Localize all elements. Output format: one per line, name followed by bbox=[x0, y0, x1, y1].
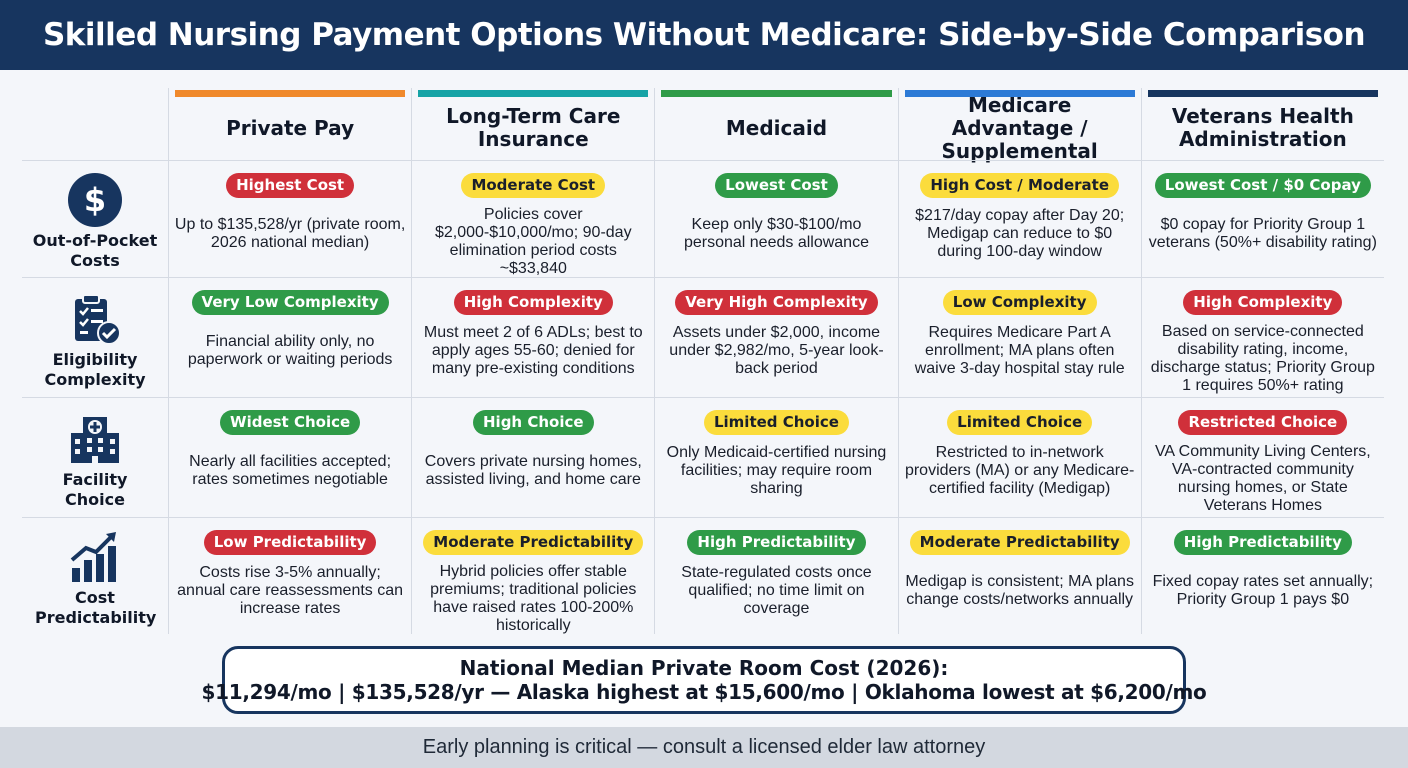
row-header-label: Eligibility Complexity bbox=[44, 349, 146, 389]
column-color-bar bbox=[1147, 90, 1378, 97]
cell-description: Costs rise 3-5% annually; annual care re… bbox=[177, 564, 404, 617]
comparison-table: Private Pay Long-Term Care Insurance Med… bbox=[22, 88, 1384, 634]
cell-description: $0 copay for Priority Group 1 veterans (… bbox=[1148, 216, 1377, 251]
column-header-ltc-insurance: Long-Term Care Insurance bbox=[411, 88, 654, 160]
column-header-veterans: Veterans Health Administration bbox=[1140, 88, 1384, 160]
rating-badge: Restricted Choice bbox=[1178, 410, 1348, 435]
dollar-icon: $ bbox=[66, 171, 124, 229]
rating-badge: High Predictability bbox=[1173, 530, 1352, 555]
page-title: Skilled Nursing Payment Options Without … bbox=[42, 17, 1366, 53]
column-header-label: Medicare Advantage / Supplemental bbox=[941, 92, 1098, 163]
cell-description: Restricted to in-network providers (MA) … bbox=[904, 444, 1135, 497]
hospital-building-icon bbox=[66, 410, 124, 468]
rating-badge: Widest Choice bbox=[220, 410, 361, 435]
rating-badge: Lowest Cost bbox=[715, 173, 838, 198]
table-cell: Highest Cost Up to $135,528/yr (private … bbox=[168, 160, 412, 277]
table-cell: High Predictability Fixed copay rates se… bbox=[1140, 517, 1384, 634]
cell-description: Must meet 2 of 6 ADLs; best to apply age… bbox=[423, 324, 643, 377]
row-header-facility-choice: Facility Choice bbox=[22, 397, 168, 517]
row-header-out-of-pocket: $ Out-of-Pocket Costs bbox=[22, 160, 168, 277]
rating-badge: High Choice bbox=[473, 410, 594, 435]
rating-badge: Low Predictability bbox=[203, 530, 377, 555]
table-cell: Limited Choice Restricted to in-network … bbox=[897, 397, 1141, 517]
table-cell: Low Predictability Costs rise 3-5% annua… bbox=[168, 517, 412, 634]
column-header-label: Private Pay bbox=[226, 115, 355, 140]
corner-cell bbox=[22, 88, 168, 160]
column-color-bar bbox=[661, 90, 892, 97]
cell-description: Medigap is consistent; MA plans change c… bbox=[905, 573, 1134, 608]
footer-banner: Early planning is critical — consult a l… bbox=[0, 727, 1408, 768]
table-cell: High Cost / Moderate $217/day copay afte… bbox=[897, 160, 1141, 277]
title-bar: Skilled Nursing Payment Options Without … bbox=[0, 0, 1408, 70]
clipboard-check-icon bbox=[66, 290, 124, 348]
rating-badge: High Complexity bbox=[453, 290, 613, 315]
rating-badge: Moderate Predictability bbox=[909, 530, 1130, 555]
cell-description: Requires Medicare Part A enrollment; MA … bbox=[914, 324, 1125, 377]
cell-description: Keep only $30-$100/mo personal needs all… bbox=[683, 216, 869, 251]
rating-badge: Moderate Cost bbox=[461, 173, 606, 198]
rating-badge: Highest Cost bbox=[226, 173, 355, 198]
footer-text: Early planning is critical — consult a l… bbox=[422, 736, 986, 758]
column-color-bar bbox=[418, 90, 649, 97]
rating-badge: High Complexity bbox=[1183, 290, 1343, 315]
rating-badge: Low Complexity bbox=[942, 290, 1097, 315]
column-header-private-pay: Private Pay bbox=[168, 88, 411, 160]
table-cell: Moderate Predictability Medigap is consi… bbox=[897, 517, 1141, 634]
table-cell: Moderate Predictability Hybrid policies … bbox=[411, 517, 655, 634]
table-cell: Low Complexity Requires Medicare Part A … bbox=[897, 277, 1141, 397]
cell-description: Assets under $2,000, income under $2,982… bbox=[669, 324, 884, 377]
rating-badge: Moderate Predictability bbox=[423, 530, 644, 555]
column-header-medicaid: Medicaid bbox=[654, 88, 897, 160]
cell-description: Covers private nursing homes, assisted l… bbox=[424, 453, 642, 488]
table-cell: High Choice Covers private nursing homes… bbox=[411, 397, 655, 517]
cell-description: Fixed copay rates set annually; Priority… bbox=[1152, 573, 1374, 608]
table-cell: High Predictability State-regulated cost… bbox=[654, 517, 898, 634]
svg-text:$: $ bbox=[84, 181, 106, 219]
cell-description: $217/day copay after Day 20; Medigap can… bbox=[915, 207, 1125, 260]
rating-badge: High Cost / Moderate bbox=[920, 173, 1119, 198]
summary-details: $11,294/mo | $135,528/yr — Alaska highes… bbox=[201, 680, 1207, 704]
rating-badge: Limited Choice bbox=[947, 410, 1093, 435]
column-header-label: Medicaid bbox=[725, 115, 828, 140]
cell-description: Up to $135,528/yr (private room, 2026 na… bbox=[174, 216, 406, 251]
table-cell: Very High Complexity Assets under $2,000… bbox=[654, 277, 898, 397]
rating-badge: Very High Complexity bbox=[675, 290, 878, 315]
cell-description: Based on service-connected disability ra… bbox=[1150, 323, 1375, 394]
table-cell: Moderate Cost Policies cover $2,000-$10,… bbox=[411, 160, 655, 277]
table-cell: High Complexity Based on service-connect… bbox=[1140, 277, 1384, 397]
rating-badge: Lowest Cost / $0 Copay bbox=[1154, 173, 1371, 198]
cell-description: Nearly all facilities accepted; rates so… bbox=[189, 453, 392, 488]
column-color-bar bbox=[175, 90, 406, 97]
row-header-label: Cost Predictability bbox=[35, 588, 157, 627]
cell-description: Policies cover $2,000-$10,000/mo; 90-day… bbox=[434, 205, 632, 277]
rating-badge: High Predictability bbox=[687, 530, 866, 555]
table-cell: High Complexity Must meet 2 of 6 ADLs; b… bbox=[411, 277, 655, 397]
row-header-cost-predictability: Cost Predictability bbox=[22, 517, 168, 634]
table-cell: Widest Choice Nearly all facilities acce… bbox=[168, 397, 412, 517]
table-cell: Restricted Choice VA Community Living Ce… bbox=[1140, 397, 1384, 517]
row-header-eligibility: Eligibility Complexity bbox=[22, 277, 168, 397]
rating-badge: Limited Choice bbox=[703, 410, 849, 435]
cell-description: VA Community Living Centers, VA-contract… bbox=[1154, 443, 1371, 514]
table-cell: Very Low Complexity Financial ability on… bbox=[168, 277, 412, 397]
summary-heading: National Median Private Room Cost (2026)… bbox=[459, 656, 949, 680]
cell-description: Only Medicaid-certified nursing faciliti… bbox=[666, 444, 887, 497]
table-cell: Lowest Cost / $0 Copay $0 copay for Prio… bbox=[1140, 160, 1384, 277]
column-header-label: Long-Term Care Insurance bbox=[446, 104, 621, 151]
row-header-label: Out-of-Pocket Costs bbox=[32, 231, 158, 270]
column-header-label: Veterans Health Administration bbox=[1171, 104, 1354, 151]
summary-box: National Median Private Room Cost (2026)… bbox=[202, 646, 1207, 714]
cell-description: State-regulated costs once qualified; no… bbox=[681, 564, 872, 617]
table-cell: Limited Choice Only Medicaid-certified n… bbox=[654, 397, 898, 517]
table-cell: Lowest Cost Keep only $30-$100/mo person… bbox=[654, 160, 898, 277]
cell-description: Hybrid policies offer stable premiums; t… bbox=[430, 562, 637, 634]
rising-chart-icon bbox=[66, 528, 124, 586]
column-color-bar bbox=[904, 90, 1135, 97]
rating-badge: Very Low Complexity bbox=[191, 290, 389, 315]
row-header-label: Facility Choice bbox=[62, 469, 128, 509]
cell-description: Financial ability only, no paperwork or … bbox=[187, 333, 393, 368]
column-header-medicare-advantage: Medicare Advantage / Supplemental bbox=[897, 88, 1141, 163]
